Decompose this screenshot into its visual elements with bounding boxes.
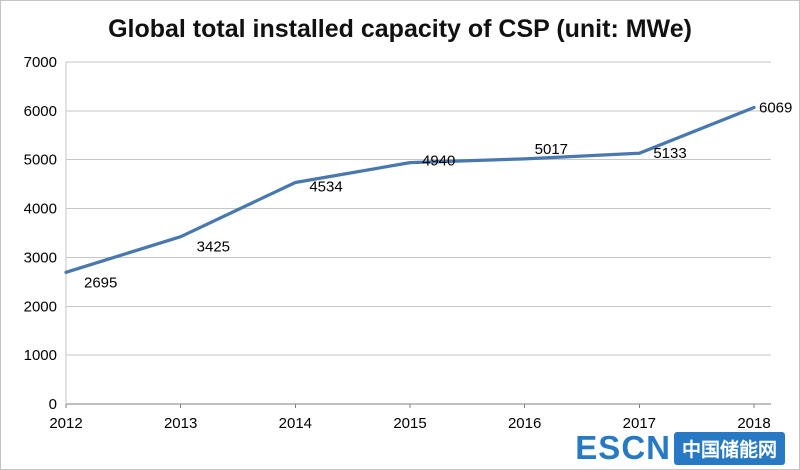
y-axis-tick-label: 5000 [24,152,57,169]
plot-area: 0 1000 2000 3000 4000 5000 6000 7000 2012 2013 201… [24,54,793,432]
y-axis-tick-label: 4000 [24,201,57,218]
data-label: 5133 [653,145,686,162]
data-label: 2695 [84,274,117,291]
data-label: 6069 [759,99,792,116]
y-axis-tick-label: 0 [49,396,57,413]
series-line [64,105,756,274]
x-axis-tick-label: 2013 [164,415,197,432]
y-axis-tick-label: 1000 [24,347,57,364]
watermark: ESCN 中国储能网 [575,429,785,467]
data-label: 5017 [535,141,568,158]
watermark-logo-escn: ESCN [575,429,671,466]
y-axis-tick-label: 7000 [24,54,57,71]
watermark-site-badge: 中国储能网 [673,431,785,465]
x-axis-tick-label: 2014 [279,415,312,432]
x-axis-tick-label: 2015 [393,415,426,432]
x-axis-tick-label: 2017 [623,415,656,432]
data-label: 4534 [309,178,342,195]
chart-title: Global total installed capacity of CSP (… [108,15,692,43]
y-axis-tick-label: 2000 [24,298,57,315]
data-label: 4940 [422,153,455,170]
x-axis-tick-label: 2018 [737,415,770,432]
data-label: 3425 [197,239,230,256]
y-axis-tick-label: 3000 [24,249,57,266]
x-axis-tick-label: 2016 [508,415,541,432]
y-axis-tick-label: 6000 [24,103,57,120]
x-axis-tick-label: 2012 [49,415,82,432]
